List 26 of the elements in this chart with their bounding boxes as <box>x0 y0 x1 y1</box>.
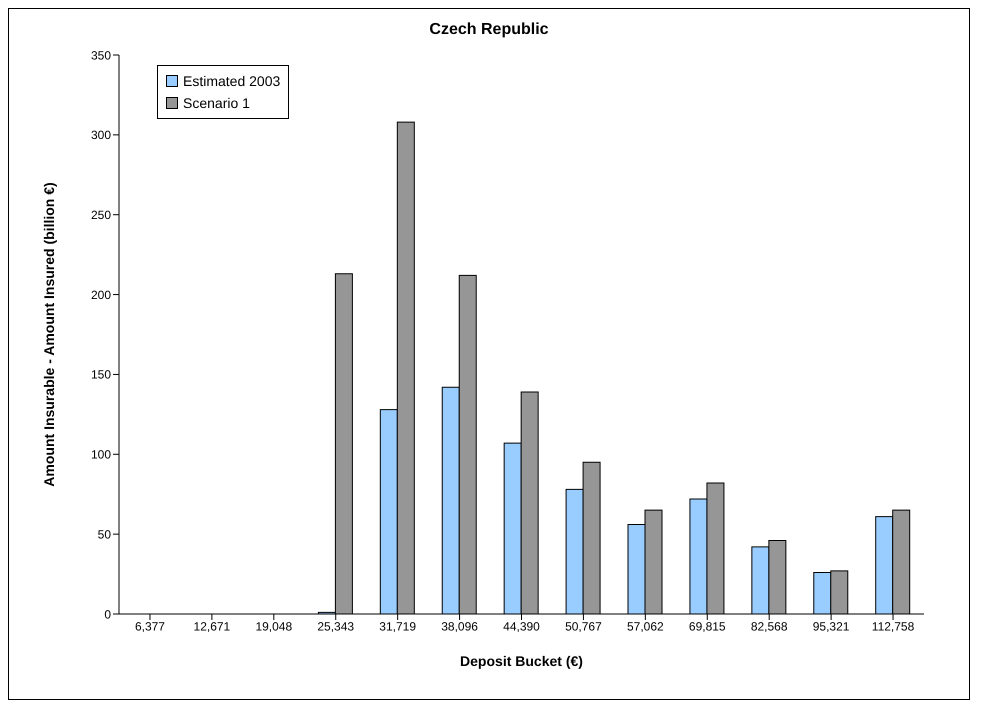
y-tick-label: 0 <box>104 607 112 622</box>
legend-label: Scenario 1 <box>183 94 250 113</box>
x-tick-label: 57,062 <box>626 620 664 634</box>
y-tick-label: 50 <box>98 527 112 542</box>
x-tick-label: 38,096 <box>441 620 478 634</box>
y-tick-label: 250 <box>90 208 112 222</box>
y-tick-label: 350 <box>90 48 112 62</box>
x-tick-label: 6,377 <box>134 620 166 634</box>
x-tick-label: 31,719 <box>379 620 416 634</box>
legend-label: Estimated 2003 <box>183 72 280 91</box>
x-tick-label: 95,321 <box>812 620 850 634</box>
y-tick-label: 150 <box>90 368 112 382</box>
y-tick-label: 300 <box>90 128 112 142</box>
y-tick-label: 200 <box>90 288 112 302</box>
x-tick-label: 44,390 <box>503 620 540 634</box>
x-tick-label: 50,767 <box>565 620 602 634</box>
y-axis-title: Amount Insurable - Amount Insured (billion €) <box>40 182 57 487</box>
x-tick-label: 112,758 <box>872 620 915 634</box>
x-tick-label: 69,815 <box>688 620 726 634</box>
y-tick-label: 100 <box>90 448 112 462</box>
chart-title: Czech Republic <box>428 21 550 39</box>
x-tick-label: 19,048 <box>255 620 292 634</box>
x-axis-title: Deposit Bucket (€) <box>460 653 583 669</box>
x-tick-label: 12,671 <box>194 620 231 634</box>
x-tick-label: 82,568 <box>750 620 788 634</box>
x-tick-label: 25,343 <box>317 620 354 634</box>
